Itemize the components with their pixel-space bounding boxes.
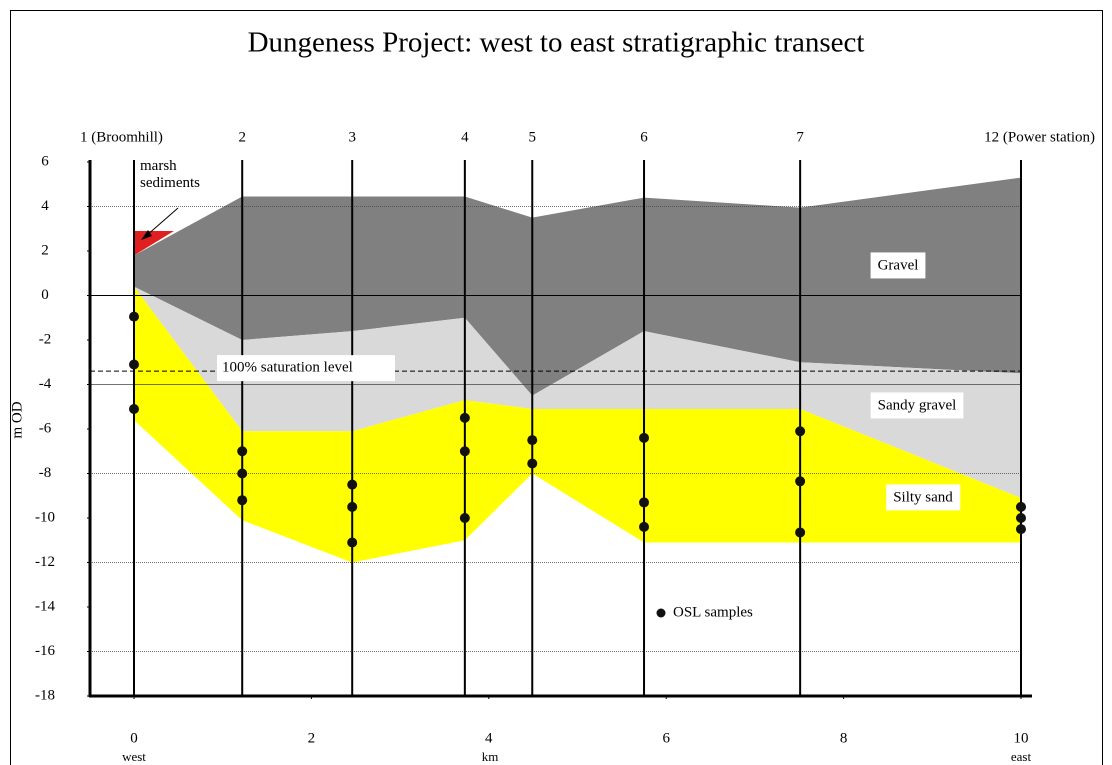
borehole-label: 3 bbox=[348, 129, 356, 145]
layer-label: Sandy gravel bbox=[878, 397, 957, 413]
y-tick-label: -16 bbox=[35, 643, 55, 659]
borehole-label: 1 (Broomhill) bbox=[80, 129, 163, 145]
osl-sample bbox=[639, 521, 650, 532]
label-box bbox=[870, 392, 964, 419]
x-end-label: west bbox=[122, 749, 146, 764]
x-tick-label: 2 bbox=[308, 730, 316, 746]
frame bbox=[10, 10, 1103, 765]
osl-sample bbox=[237, 446, 248, 457]
osl-sample bbox=[459, 446, 470, 457]
borehole-label: 6 bbox=[640, 129, 648, 145]
x-tick-label: 6 bbox=[662, 730, 670, 746]
osl-sample bbox=[129, 311, 139, 322]
borehole-label: 7 bbox=[796, 129, 804, 145]
osl-sample bbox=[1016, 524, 1026, 535]
arrow bbox=[145, 207, 179, 237]
osl-sample bbox=[347, 501, 358, 512]
layer-label: Silty sand bbox=[893, 489, 953, 505]
borehole-label: 5 bbox=[529, 129, 537, 145]
osl-sample bbox=[459, 412, 470, 423]
osl-sample bbox=[527, 458, 538, 469]
label-box bbox=[870, 252, 926, 279]
y-tick-label: 0 bbox=[41, 287, 49, 303]
x-axis-label: km bbox=[482, 749, 499, 764]
y-axis-label: m OD bbox=[9, 401, 25, 438]
osl-sample bbox=[1016, 501, 1026, 512]
osl-sample bbox=[795, 476, 806, 487]
label-box bbox=[886, 484, 961, 511]
x-end-label: east bbox=[1011, 749, 1032, 764]
legend-marker bbox=[656, 608, 666, 618]
osl-sample bbox=[527, 435, 538, 446]
label-box bbox=[217, 355, 395, 382]
x-tick-label: 4 bbox=[485, 730, 493, 746]
x-tick-label: 0 bbox=[130, 730, 138, 746]
osl-sample bbox=[795, 426, 806, 437]
borehole-label: 4 bbox=[461, 129, 469, 145]
osl-sample bbox=[347, 537, 358, 548]
borehole-label: 12 (Power station) bbox=[984, 129, 1095, 145]
osl-sample bbox=[347, 479, 358, 490]
osl-sample bbox=[129, 359, 139, 370]
y-tick-label: 4 bbox=[41, 198, 49, 214]
y-tick-label: 6 bbox=[41, 153, 49, 169]
y-tick-label: -6 bbox=[39, 420, 52, 436]
osl-sample bbox=[639, 432, 650, 443]
y-tick-label: -2 bbox=[39, 331, 52, 347]
x-tick-label: 8 bbox=[840, 730, 848, 746]
osl-sample bbox=[639, 497, 650, 508]
chart-title: Dungeness Project: west to east stratigr… bbox=[248, 27, 865, 59]
osl-sample bbox=[237, 495, 248, 506]
y-tick-label: -14 bbox=[35, 598, 55, 614]
y-tick-label: 2 bbox=[41, 242, 49, 258]
borehole-label: 2 bbox=[238, 129, 246, 145]
legend-label: OSL samples bbox=[673, 604, 753, 620]
osl-sample bbox=[129, 403, 139, 414]
osl-sample bbox=[795, 527, 806, 538]
saturation-label: 100% saturation level bbox=[222, 360, 353, 376]
layer-label: Gravel bbox=[878, 257, 919, 273]
y-tick-label: -18 bbox=[35, 687, 55, 703]
y-tick-label: -4 bbox=[39, 376, 52, 392]
layer-label: marsh sediments bbox=[140, 158, 200, 191]
osl-sample bbox=[237, 468, 248, 479]
y-tick-label: -10 bbox=[35, 509, 55, 525]
osl-sample bbox=[459, 513, 470, 523]
y-tick-label: -12 bbox=[35, 554, 55, 570]
arrowhead bbox=[141, 230, 152, 240]
y-tick-label: -8 bbox=[39, 465, 52, 481]
osl-sample bbox=[1016, 513, 1026, 523]
layer bbox=[134, 286, 1021, 498]
x-tick-label: 10 bbox=[1014, 730, 1029, 746]
